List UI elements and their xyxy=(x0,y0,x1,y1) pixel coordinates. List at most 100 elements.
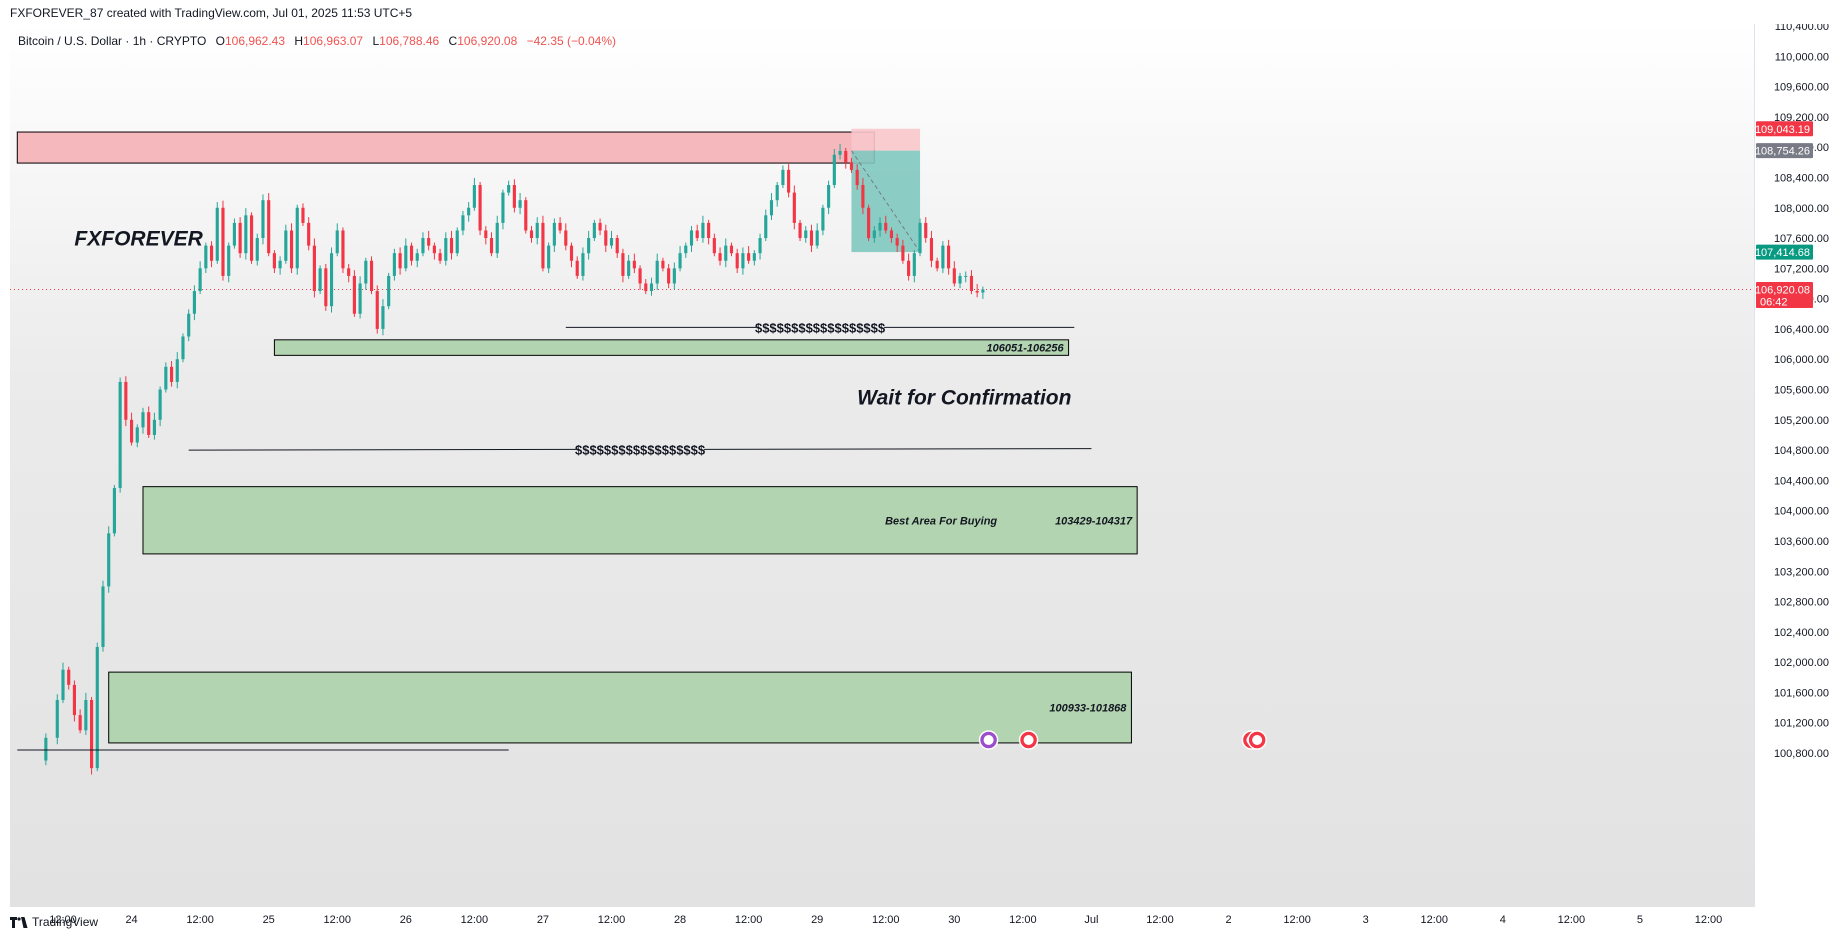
candle-body[interactable] xyxy=(267,200,271,254)
candle-body[interactable] xyxy=(838,150,842,155)
candle-body[interactable] xyxy=(272,253,276,269)
candle-body[interactable] xyxy=(747,253,751,261)
candle-body[interactable] xyxy=(392,253,396,276)
candle-body[interactable] xyxy=(278,260,282,269)
candle-body[interactable] xyxy=(735,253,739,269)
candle-body[interactable] xyxy=(255,238,259,261)
candle-body[interactable] xyxy=(758,238,762,254)
candle-body[interactable] xyxy=(558,222,562,231)
candle-body[interactable] xyxy=(718,253,722,261)
candle-body[interactable] xyxy=(569,245,574,261)
chart-svg[interactable]: 106051-106256 103429-104317 Best Area For … xyxy=(10,24,1754,907)
candle-body[interactable] xyxy=(55,699,59,738)
candle-body[interactable] xyxy=(912,253,916,276)
candle-body[interactable] xyxy=(175,359,179,382)
candle-body[interactable] xyxy=(432,245,436,254)
candle-body[interactable] xyxy=(232,222,236,246)
candle-body[interactable] xyxy=(701,222,705,239)
candle-body[interactable] xyxy=(535,222,539,239)
candle-body[interactable] xyxy=(832,154,836,186)
candle-body[interactable] xyxy=(592,222,596,239)
candle-body[interactable] xyxy=(964,275,968,277)
candle-body[interactable] xyxy=(284,230,288,261)
lightning-event-icon[interactable] xyxy=(978,730,999,750)
candle-body[interactable] xyxy=(952,268,956,284)
candle-body[interactable] xyxy=(712,238,716,254)
candle-body[interactable] xyxy=(61,669,65,700)
candle-body[interactable] xyxy=(198,268,202,292)
time-axis[interactable]: 12:00 24 12:00 25 12:00 26 12:00 27 12:00 28 12:00… xyxy=(10,907,1754,933)
candle-body[interactable] xyxy=(215,207,219,261)
candle-body[interactable] xyxy=(604,230,608,246)
us-flag-event-icon[interactable] xyxy=(1018,730,1039,750)
candle-body[interactable] xyxy=(981,289,985,293)
candle-body[interactable] xyxy=(867,207,871,239)
candle-body[interactable] xyxy=(238,222,242,254)
candle-body[interactable] xyxy=(809,230,814,246)
candle-body[interactable] xyxy=(495,222,499,254)
candle-body[interactable] xyxy=(78,715,82,731)
demand-zone-2[interactable] xyxy=(142,486,1138,555)
candle-body[interactable] xyxy=(107,533,111,587)
candle-body[interactable] xyxy=(512,185,516,208)
candle-body[interactable] xyxy=(798,222,802,239)
candle-body[interactable] xyxy=(564,230,568,246)
footer-brand[interactable]: TradingView xyxy=(10,915,98,929)
candle-body[interactable] xyxy=(889,230,894,239)
candle-body[interactable] xyxy=(158,389,162,420)
candle-body[interactable] xyxy=(689,230,694,246)
candle-body[interactable] xyxy=(827,185,831,208)
candle-body[interactable] xyxy=(924,222,928,239)
candle-body[interactable] xyxy=(918,222,922,254)
candle-body[interactable] xyxy=(547,245,551,269)
candle-body[interactable] xyxy=(192,291,196,314)
candle-body[interactable] xyxy=(84,699,88,731)
candle-body[interactable] xyxy=(181,336,185,360)
candle-body[interactable] xyxy=(661,260,665,269)
candle-body[interactable] xyxy=(804,230,808,239)
candle-body[interactable] xyxy=(667,268,671,284)
legend-symbol[interactable]: Bitcoin / U.S. Dollar · 1h · CRYPTO xyxy=(18,34,207,48)
candle-body[interactable] xyxy=(752,253,756,261)
candle-body[interactable] xyxy=(335,230,339,254)
candle-body[interactable] xyxy=(844,150,848,163)
candle-body[interactable] xyxy=(307,222,311,246)
candle-body[interactable] xyxy=(289,230,294,269)
candle-body[interactable] xyxy=(152,419,156,435)
candle-body[interactable] xyxy=(775,185,779,201)
candle-body[interactable] xyxy=(124,381,128,420)
candle-body[interactable] xyxy=(787,169,791,193)
us-flag-event-icon[interactable] xyxy=(1247,730,1267,750)
candle-body[interactable] xyxy=(472,185,476,208)
candle-body[interactable] xyxy=(501,192,505,223)
candle-body[interactable] xyxy=(855,169,859,186)
candle-body[interactable] xyxy=(884,222,888,231)
candle-body[interactable] xyxy=(169,366,174,382)
candle-body[interactable] xyxy=(895,238,899,246)
candle-body[interactable] xyxy=(529,230,534,239)
candle-body[interactable] xyxy=(598,222,602,231)
candle-body[interactable] xyxy=(678,253,682,269)
candle-body[interactable] xyxy=(295,207,299,269)
price-axis[interactable]: 110,400.00 110,000.00 109,600.00 109,200.00… xyxy=(1754,24,1835,907)
candle-body[interactable] xyxy=(941,245,945,269)
candle-body[interactable] xyxy=(67,669,71,685)
candle-body[interactable] xyxy=(312,245,316,292)
candle-body[interactable] xyxy=(581,253,585,276)
candle-body[interactable] xyxy=(404,245,408,269)
candle-body[interactable] xyxy=(695,230,699,239)
candle-body[interactable] xyxy=(947,245,951,269)
candle-body[interactable] xyxy=(95,646,99,769)
candle-body[interactable] xyxy=(524,200,528,231)
candle-body[interactable] xyxy=(387,275,391,307)
candle-body[interactable] xyxy=(135,427,139,443)
candle-body[interactable] xyxy=(72,684,76,716)
candle-body[interactable] xyxy=(415,253,419,261)
candle-body[interactable] xyxy=(781,169,785,186)
candle-body[interactable] xyxy=(507,185,511,193)
candle-body[interactable] xyxy=(364,260,368,284)
candle-body[interactable] xyxy=(221,207,225,276)
candle-body[interactable] xyxy=(609,238,614,246)
candle-body[interactable] xyxy=(935,260,939,269)
candle-body[interactable] xyxy=(478,185,482,231)
